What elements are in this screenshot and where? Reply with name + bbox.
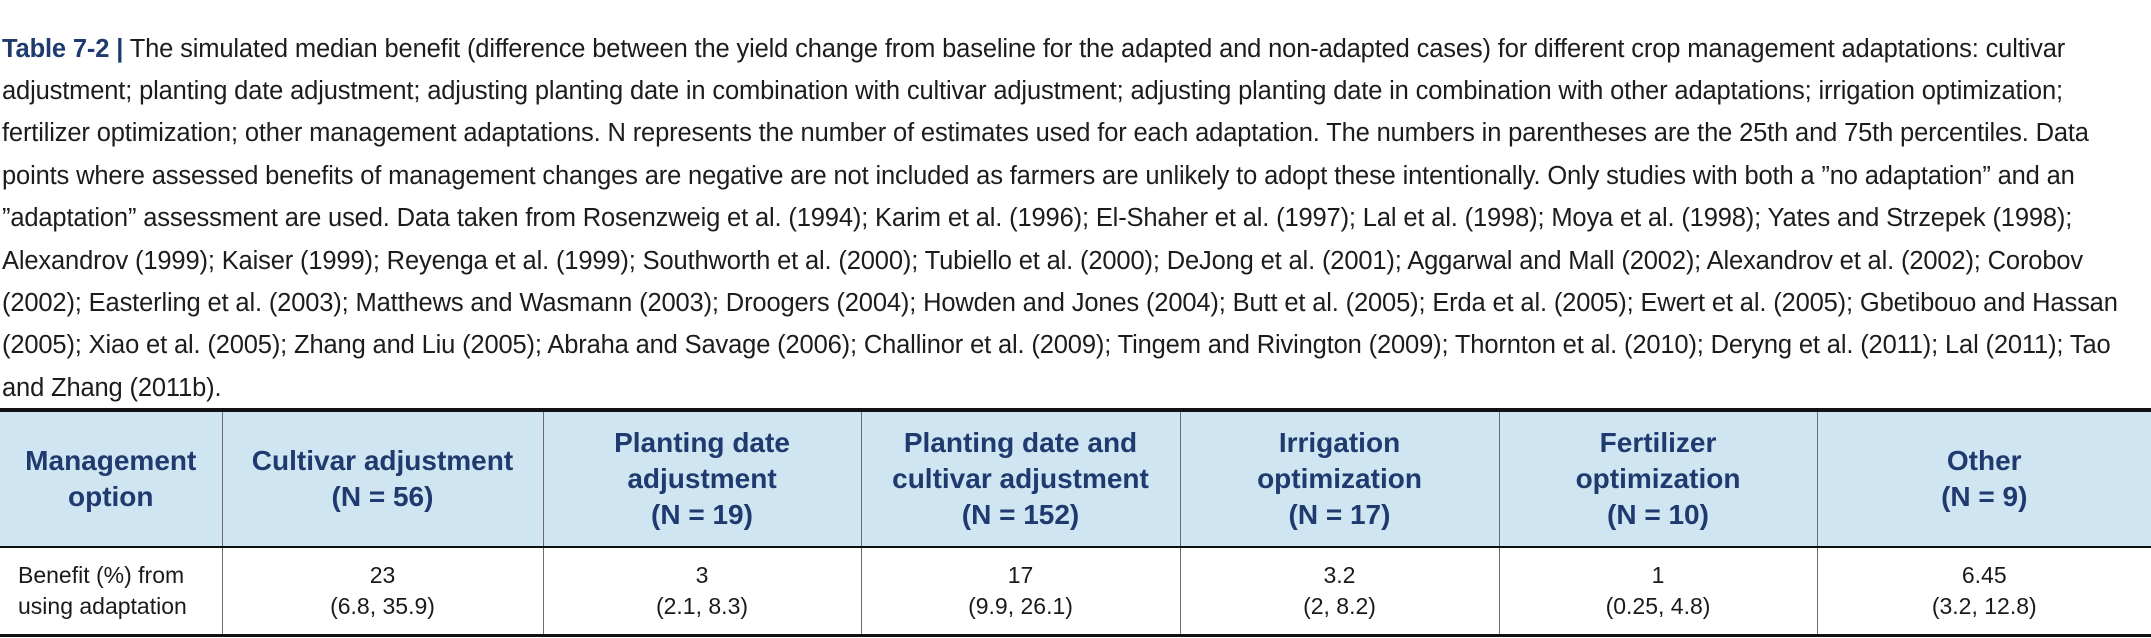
header-fertilizer-optimization: Fertilizer optimization (N = 10) xyxy=(1499,410,1818,548)
benefit-table: Management option Cultivar adjustment (N… xyxy=(0,408,2151,637)
row-label-line: using adaptation xyxy=(18,593,187,619)
header-line: Cultivar adjustment xyxy=(251,445,514,476)
header-line: Fertilizer xyxy=(1599,427,1717,458)
median-value: 3 xyxy=(695,562,709,588)
median-value: 23 xyxy=(369,562,396,588)
percentile-range: (6.8, 35.9) xyxy=(330,593,435,619)
header-planting-date-and-cultivar: Planting date and cultivar adjustment (N… xyxy=(861,410,1181,548)
median-value: 6.45 xyxy=(1961,562,2007,588)
cell-planting-date-and-cultivar: 17 (9.9, 26.1) xyxy=(861,547,1181,636)
table-header: Management option Cultivar adjustment (N… xyxy=(0,410,2151,548)
median-value: 1 xyxy=(1651,562,1665,588)
header-line: optimization xyxy=(1257,463,1422,494)
header-line: Planting date and xyxy=(903,427,1138,458)
header-management-option: Management option xyxy=(0,410,223,548)
table-body: Benefit (%) from using adaptation 23 (6.… xyxy=(0,547,2151,636)
header-planting-date-adjustment: Planting date adjustment (N = 19) xyxy=(543,410,862,548)
header-line: Irrigation xyxy=(1278,427,1401,458)
header-line: Management xyxy=(25,445,197,476)
header-cultivar-adjustment: Cultivar adjustment (N = 56) xyxy=(222,410,544,548)
row-label-line: Benefit (%) from xyxy=(18,562,185,588)
header-line: adjustment xyxy=(627,463,777,494)
header-line: option xyxy=(67,481,154,512)
header-line: (N = 9) xyxy=(1941,481,2028,512)
median-value: 3.2 xyxy=(1323,562,1356,588)
header-line: (N = 19) xyxy=(651,499,753,530)
header-row: Management option Cultivar adjustment (N… xyxy=(0,410,2151,548)
header-line: (N = 17) xyxy=(1288,499,1391,530)
header-line: cultivar adjustment xyxy=(892,463,1149,494)
cell-fertilizer-optimization: 1 (0.25, 4.8) xyxy=(1499,547,1818,636)
header-other: Other (N = 9) xyxy=(1817,410,2151,548)
header-line: (N = 152) xyxy=(961,499,1080,530)
cell-cultivar-adjustment: 23 (6.8, 35.9) xyxy=(222,547,544,636)
cell-irrigation-optimization: 3.2 (2, 8.2) xyxy=(1180,547,1500,636)
cell-planting-date-adjustment: 3 (2.1, 8.3) xyxy=(543,547,862,636)
percentile-range: (2, 8.2) xyxy=(1303,593,1376,619)
percentile-range: (3.2, 12.8) xyxy=(1931,593,2037,619)
table-number-label: Table 7-2 | xyxy=(2,34,124,63)
header-line: optimization xyxy=(1575,463,1741,494)
percentile-range: (2.1, 8.3) xyxy=(655,593,749,619)
table-row: Benefit (%) from using adaptation 23 (6.… xyxy=(0,547,2151,636)
header-irrigation-optimization: Irrigation optimization (N = 17) xyxy=(1180,410,1500,548)
median-value: 17 xyxy=(1007,562,1034,588)
percentile-range: (9.9, 26.1) xyxy=(968,593,1073,619)
cell-other: 6.45 (3.2, 12.8) xyxy=(1817,547,2151,636)
header-line: (N = 56) xyxy=(331,481,434,512)
header-line: Planting date xyxy=(614,427,790,458)
header-line: (N = 10) xyxy=(1607,499,1709,530)
row-label-benefit: Benefit (%) from using adaptation xyxy=(0,547,223,636)
percentile-range: (0.25, 4.8) xyxy=(1605,593,1711,619)
header-line: Other xyxy=(1946,445,2022,476)
table-caption: Table 7-2 | The simulated median benefit… xyxy=(2,28,2147,410)
caption-text: The simulated median benefit (difference… xyxy=(2,34,2118,402)
